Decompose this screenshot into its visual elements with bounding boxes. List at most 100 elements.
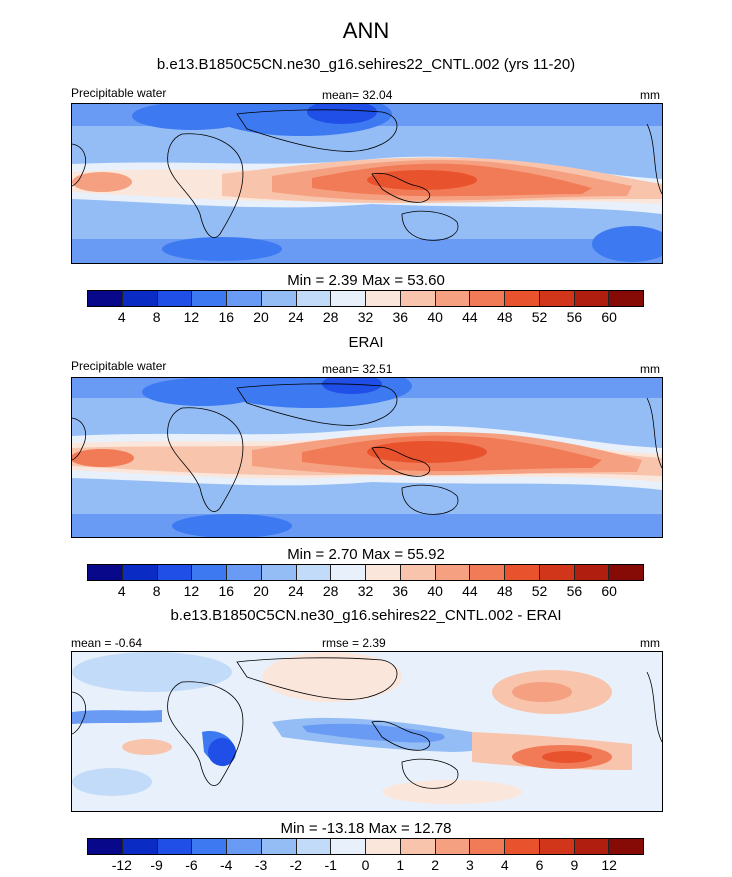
colorbar-tick-label: 56 [566, 583, 583, 599]
colorbar-tick-label: 32 [357, 309, 374, 325]
colorbar-swatch [470, 291, 505, 306]
colorbar-swatch [470, 839, 505, 854]
colorbar-tick-label: -12 [111, 857, 132, 873]
colorbar-swatch [122, 291, 158, 306]
panel-2-mean-label: mean= 32.51 [322, 362, 393, 376]
colorbar-swatch [88, 839, 123, 854]
colorbar-swatch [331, 565, 366, 580]
colorbar-tick-label: 52 [531, 309, 548, 325]
colorbar-tick-label: 24 [288, 583, 304, 599]
colorbar-tick-label: 52 [531, 583, 548, 599]
panel-3-mean-label: mean = -0.64 [71, 636, 143, 650]
colorbar-tick-label: 12 [183, 309, 200, 325]
colorbar-tick-label: 60 [601, 583, 617, 599]
colorbar-swatch [331, 291, 366, 306]
panel-3-units-label: mm [640, 636, 660, 650]
colorbar-swatch [400, 291, 436, 306]
panel-1-variable-label: Precipitable water [71, 86, 167, 100]
panel-3-colorbar [87, 838, 644, 855]
panel-3-min-max: Min = -13.18 Max = 12.78 [280, 820, 452, 837]
colorbar-tick-label: 4 [117, 309, 126, 325]
colorbar-swatch [539, 291, 575, 306]
colorbar-swatch [157, 291, 193, 306]
colorbar-tick-label: 16 [218, 583, 235, 599]
colorbar-swatch [192, 291, 227, 306]
colorbar-swatch [470, 565, 505, 580]
colorbar-swatch [539, 839, 575, 854]
colorbar-tick-label: 1 [396, 857, 405, 873]
colorbar-swatch [296, 839, 332, 854]
colorbar-tick-label: 48 [496, 583, 513, 599]
colorbar-tick-label: 12 [601, 857, 617, 873]
colorbar-swatch [192, 565, 227, 580]
colorbar-tick-label: 44 [462, 583, 478, 599]
colorbar-tick-label: 40 [427, 309, 443, 325]
colorbar-swatch [227, 565, 262, 580]
colorbar-tick-label: 24 [288, 309, 304, 325]
colorbar-swatch [296, 565, 332, 580]
panel-2-colorbar [87, 564, 644, 581]
panel-1-min-max: Min = 2.39 Max = 53.60 [287, 272, 445, 289]
colorbar-tick-label: 56 [566, 309, 583, 325]
panel-2-header: ERAI [348, 334, 384, 351]
panel-3-map [71, 651, 663, 812]
colorbar-swatch [296, 291, 332, 306]
colorbar-tick-label: 0 [361, 857, 370, 873]
colorbar-tick-label: 4 [117, 583, 126, 599]
colorbar-tick-label: 16 [218, 309, 235, 325]
colorbar-tick-label: 2 [431, 857, 440, 873]
panel-1-colorbar-ticks: 4 8 12 16 20 24 28 32 36 40 44 48 52 56 60 [87, 309, 644, 327]
panel-2-variable-label: Precipitable water [71, 359, 167, 373]
colorbar-swatch [122, 839, 158, 854]
colorbar-swatch [157, 839, 193, 854]
colorbar-tick-label: 9 [570, 857, 579, 873]
colorbar-swatch [400, 839, 436, 854]
colorbar-tick-label: 8 [152, 309, 161, 325]
colorbar-swatch [261, 291, 297, 306]
colorbar-swatch [539, 565, 575, 580]
panel-1-map [71, 103, 663, 264]
colorbar-tick-label: 44 [462, 309, 478, 325]
colorbar-swatch [261, 565, 297, 580]
colorbar-swatch [261, 839, 297, 854]
colorbar-tick-label: 8 [152, 583, 161, 599]
colorbar-swatch [505, 839, 540, 854]
colorbar-tick-label: 20 [253, 309, 269, 325]
panel-2-colorbar-ticks: 4 8 12 16 20 24 28 32 36 40 44 48 52 56 60 [87, 583, 644, 601]
colorbar-tick-label: 48 [496, 309, 513, 325]
colorbar-swatch [435, 839, 471, 854]
colorbar-tick-label: -1 [324, 857, 337, 873]
colorbar-tick-label: 40 [427, 583, 443, 599]
colorbar-swatch [505, 565, 540, 580]
colorbar-swatch [574, 565, 610, 580]
panel-2-map [71, 377, 663, 538]
panel-1-colorbar [87, 290, 644, 307]
figure-title: ANN [342, 18, 390, 43]
colorbar-tick-label: 28 [322, 309, 339, 325]
panel-2-min-max: Min = 2.70 Max = 55.92 [287, 546, 445, 563]
panel-1-mean-label: mean= 32.04 [322, 88, 393, 102]
colorbar-swatch [505, 291, 540, 306]
colorbar-swatch [227, 291, 262, 306]
colorbar-tick-label: 60 [601, 309, 617, 325]
colorbar-swatch [366, 839, 401, 854]
panel-3-colorbar-ticks: -12 -9 -6 -4 -3 -2 -1 0 1 2 3 4 6 9 12 [87, 857, 644, 875]
colorbar-swatch [192, 839, 227, 854]
colorbar-swatch [366, 565, 401, 580]
colorbar-swatch [609, 291, 643, 306]
colorbar-swatch [435, 565, 471, 580]
colorbar-swatch [574, 839, 610, 854]
panel-2-units-label: mm [640, 362, 660, 376]
colorbar-tick-label: 20 [253, 583, 269, 599]
colorbar-swatch [331, 839, 366, 854]
colorbar-tick-label: 32 [357, 583, 374, 599]
panel-3-header: b.e13.B1850C5CN.ne30_g16.sehires22_CNTL.… [170, 607, 562, 624]
colorbar-tick-label: -3 [254, 857, 268, 873]
colorbar-swatch [88, 291, 123, 306]
colorbar-tick-label: 36 [392, 583, 409, 599]
panel-1-units-label: mm [640, 88, 660, 102]
colorbar-tick-label: -2 [289, 857, 303, 873]
colorbar-tick-label: 36 [392, 309, 409, 325]
colorbar-tick-label: 3 [466, 857, 474, 873]
colorbar-tick-label: 12 [183, 583, 200, 599]
